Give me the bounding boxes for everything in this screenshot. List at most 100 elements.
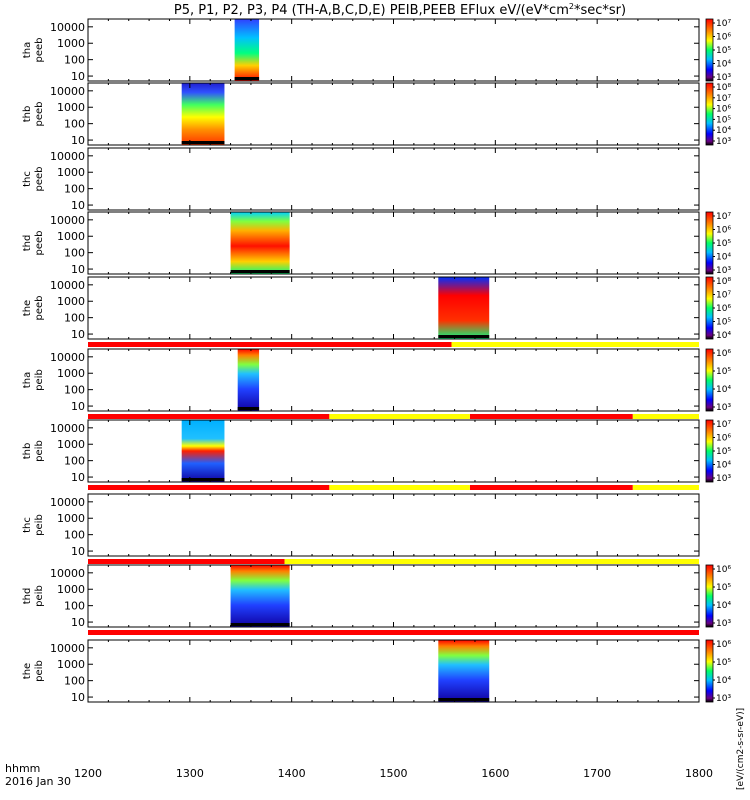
spectrogram-floor bbox=[438, 698, 490, 701]
colorbar-tick-label: 10⁷ bbox=[716, 291, 731, 301]
y-tick-label: 100 bbox=[64, 312, 85, 325]
colorbar-tick-label: 10³ bbox=[716, 403, 731, 413]
mode-bar-red bbox=[88, 630, 699, 635]
panel-frame bbox=[87, 82, 700, 146]
panel-5: 10 100 1000 10000 the peeb 10⁸ 10⁷ 10⁶ 10⁵ 10⁴ bbox=[22, 276, 731, 347]
colorbar-tick-label: 10⁵ bbox=[716, 447, 731, 457]
spectrogram-block-1 bbox=[438, 277, 490, 339]
panel-6: 10 100 1000 10000 tha peib 10⁶ 10⁵ 10⁴ 10³ bbox=[22, 348, 731, 419]
spectrogram-floor bbox=[438, 335, 490, 338]
panel-label-probe: thb bbox=[22, 443, 33, 460]
spectrogram-block-1 bbox=[181, 83, 225, 145]
spectrogram-block-1 bbox=[230, 212, 290, 274]
y-tick-label: 100 bbox=[64, 384, 85, 397]
mode-bar-red bbox=[88, 485, 330, 490]
panel-label-instrument: peib bbox=[34, 440, 45, 462]
y-tick-label: 100 bbox=[64, 455, 85, 468]
panel-label-instrument: peib bbox=[34, 585, 45, 607]
colorbar-tick-label: 10³ bbox=[716, 266, 731, 276]
x-axis: 1200 1300 1400 1500 1600 1700 1800 bbox=[74, 767, 713, 780]
colorbar-tick-label: 10⁶ bbox=[716, 349, 731, 359]
spectrogram-block-1 bbox=[237, 349, 260, 411]
colorbar-tick-label: 10⁵ bbox=[716, 239, 731, 249]
panel-frame bbox=[87, 276, 700, 340]
colorbar bbox=[705, 211, 714, 275]
colorbar-tick-label: 10³ bbox=[716, 619, 731, 629]
panel-8: 10 100 1000 10000 thc peib bbox=[22, 493, 700, 564]
panel-label-instrument: peeb bbox=[34, 231, 45, 256]
y-tick-label: 1000 bbox=[57, 438, 85, 451]
colorbar-tick-label: 10⁶ bbox=[716, 33, 731, 43]
panel-frame bbox=[87, 564, 700, 628]
colorbar bbox=[705, 82, 714, 146]
colorbar-tick-label: 10⁶ bbox=[716, 226, 731, 236]
panel-frame bbox=[87, 493, 700, 557]
mode-bar-red bbox=[88, 414, 330, 419]
panel-frame bbox=[87, 147, 700, 211]
panel-label-probe: tha bbox=[22, 42, 33, 58]
panel-9: 10 100 1000 10000 thd peib 10⁶ 10⁵ 10⁴ 10³ bbox=[22, 564, 731, 635]
y-tick-label: 10 bbox=[71, 134, 85, 147]
mode-bar-yellow bbox=[632, 485, 699, 490]
colorbar-tick-label: 10⁸ bbox=[716, 83, 731, 93]
panel-label-instrument: peib bbox=[34, 514, 45, 536]
colorbar-label-full: [eV/(cm2-s-sr-eV)] bbox=[736, 708, 746, 790]
spectrogram-block-1 bbox=[234, 19, 260, 81]
colorbar-tick-label: 10⁶ bbox=[716, 640, 731, 650]
time-label: hhmm bbox=[5, 762, 40, 775]
panel-label-instrument: peeb bbox=[34, 296, 45, 321]
panel-1: 10 100 1000 10000 tha peeb 10⁷ 10⁶ 10⁵ 10⁴ 10³ bbox=[22, 18, 731, 83]
y-tick-label: 10 bbox=[71, 328, 85, 341]
y-tick-label: 10000 bbox=[50, 351, 85, 364]
spectrogram-block-1 bbox=[181, 420, 225, 482]
colorbar-tick-label: 10⁷ bbox=[716, 212, 731, 222]
y-tick-label: 10000 bbox=[50, 567, 85, 580]
colorbar-tick-label: 10⁵ bbox=[716, 658, 731, 668]
colorbar bbox=[705, 564, 714, 628]
y-tick-label: 1000 bbox=[57, 230, 85, 243]
colorbar bbox=[705, 276, 714, 340]
panel-label-instrument: peeb bbox=[34, 38, 45, 63]
panel-label-probe: thc bbox=[22, 171, 33, 187]
y-tick-label: 10 bbox=[71, 263, 85, 276]
y-tick-label: 10 bbox=[71, 70, 85, 83]
y-tick-label: 100 bbox=[64, 675, 85, 688]
colorbar bbox=[705, 419, 714, 483]
colorbar-tick-label: 10⁴ bbox=[716, 253, 731, 263]
y-tick-label: 10 bbox=[71, 471, 85, 484]
mode-bar-red bbox=[88, 342, 452, 347]
spectrogram-floor bbox=[181, 478, 225, 481]
y-tick-label: 100 bbox=[64, 247, 85, 260]
x-tick-label: 1600 bbox=[481, 767, 509, 780]
panel-label-instrument: peeb bbox=[34, 167, 45, 192]
y-tick-label: 1000 bbox=[57, 658, 85, 671]
panel-label-probe: the bbox=[22, 300, 33, 316]
colorbar-tick-label: 10⁵ bbox=[716, 46, 731, 56]
colorbar-tick-label: 10⁶ bbox=[716, 434, 731, 444]
panel-label-probe: thd bbox=[22, 235, 33, 252]
mode-bar-red bbox=[469, 485, 633, 490]
colorbar-tick-label: 10⁴ bbox=[716, 126, 731, 136]
y-tick-label: 10000 bbox=[50, 279, 85, 292]
y-tick-label: 10000 bbox=[50, 150, 85, 163]
panel-label-probe: thd bbox=[22, 588, 33, 605]
mode-bar-yellow bbox=[451, 342, 699, 347]
spectrogram-floor bbox=[230, 270, 290, 273]
x-tick-label: 1800 bbox=[685, 767, 713, 780]
y-tick-label: 1000 bbox=[57, 367, 85, 380]
mode-bar-yellow bbox=[329, 414, 470, 419]
y-tick-label: 10 bbox=[71, 691, 85, 704]
colorbar-tick-label: 10⁵ bbox=[716, 318, 731, 328]
panel-frame bbox=[87, 419, 700, 483]
colorbar-tick-label: 10⁷ bbox=[716, 19, 731, 29]
y-tick-label: 1000 bbox=[57, 583, 85, 596]
mode-bar-yellow bbox=[632, 414, 699, 419]
mode-bar-yellow bbox=[329, 485, 470, 490]
colorbar-tick-label: 10⁶ bbox=[716, 565, 731, 575]
x-tick-label: 1200 bbox=[74, 767, 102, 780]
panel-label-probe: the bbox=[22, 663, 33, 679]
colorbar-tick-label: 10³ bbox=[716, 474, 731, 484]
colorbar-tick-label: 10⁴ bbox=[716, 676, 731, 686]
colorbar-tick-label: 10³ bbox=[716, 694, 731, 704]
